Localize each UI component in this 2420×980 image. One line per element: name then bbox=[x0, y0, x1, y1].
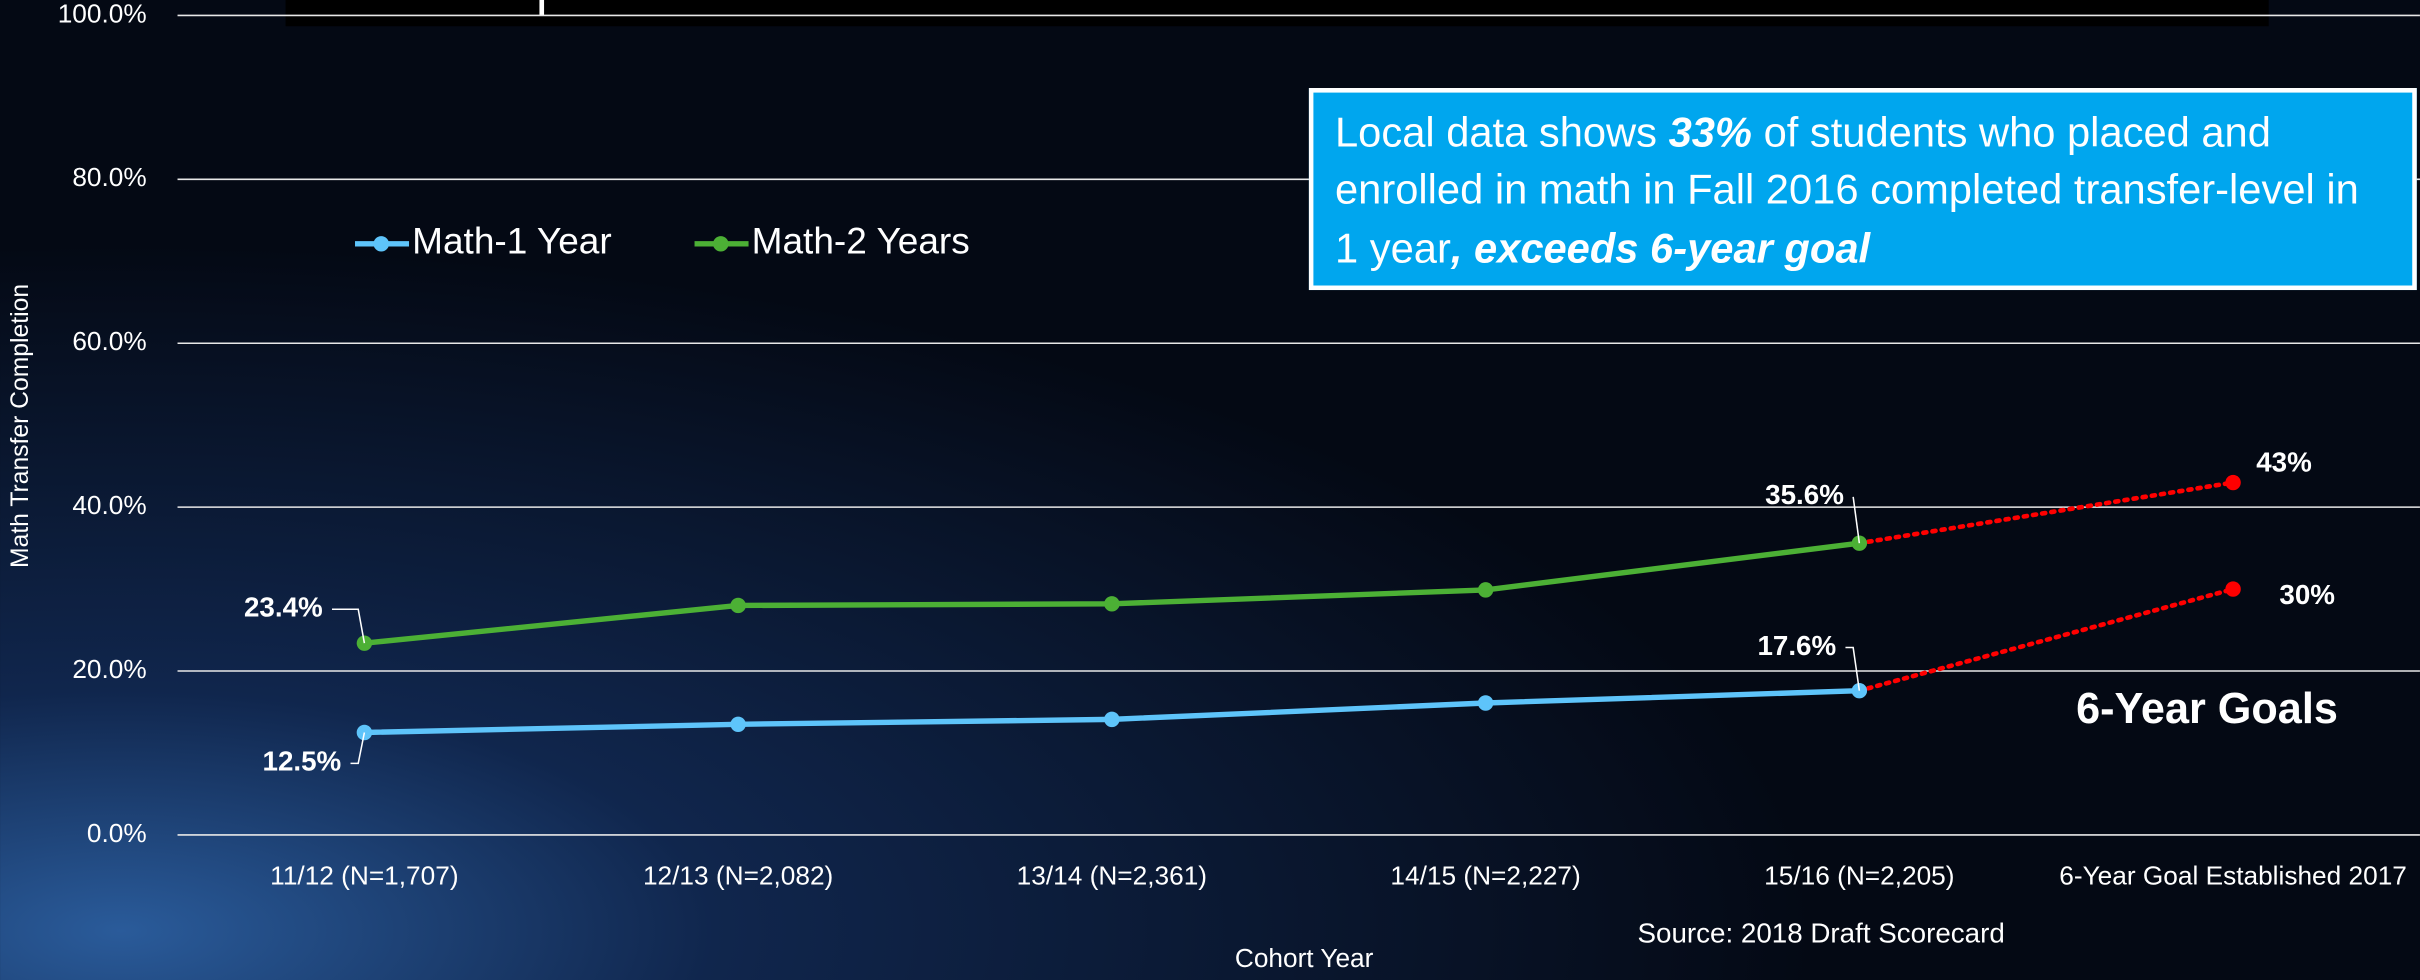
source: Source: 2018 Draft Scorecard bbox=[1637, 918, 2004, 949]
x-tick-label: 13/14 (N=2,361) bbox=[1016, 861, 1208, 891]
annotation: Local data shows 33% of students who pla… bbox=[1308, 87, 2417, 291]
series-marker bbox=[1104, 596, 1120, 612]
x-tick-label-box: 14/15 (N=2,227) bbox=[1390, 861, 1581, 891]
legend-label: Math-1 Year bbox=[412, 220, 612, 262]
annotation-text: , exceeds 6-year goal bbox=[1450, 224, 1871, 271]
series-marker bbox=[1104, 711, 1120, 728]
data-label: 23.4% bbox=[244, 592, 323, 623]
x-axis-label: Cohort Year bbox=[1235, 943, 1374, 973]
y-tick-label: 0.0% bbox=[87, 818, 147, 848]
y-axis-label: Math Transfer Completion bbox=[7, 284, 34, 568]
goal-title: 6-Year Goals bbox=[2076, 685, 2338, 733]
x-tick-label: 12/13 (N=2,082) bbox=[642, 861, 834, 891]
annotation-box: Local data shows 33% of students who pla… bbox=[1308, 87, 2417, 291]
x-tick-label-box: 6-Year Goal Established 2017 bbox=[2059, 861, 2407, 891]
data-label: 35.6% bbox=[1765, 479, 1844, 510]
annotation-text: of students who placed and enrolled in m… bbox=[1335, 109, 2359, 271]
x-tick-label: 15/16 (N=2,205) bbox=[1764, 861, 1955, 891]
goal-label: 30% bbox=[2279, 579, 2335, 610]
top-bar bbox=[285, 0, 2269, 27]
goal-marker bbox=[2225, 581, 2241, 597]
x-tick-label-box: 15/16 (N=2,205) bbox=[1764, 861, 1955, 891]
goal-label: 43% bbox=[2256, 446, 2312, 477]
x-tick-label-box: 11/12 (N=1,707) bbox=[270, 861, 459, 891]
leader-line bbox=[331, 608, 366, 644]
series-marker bbox=[730, 597, 746, 614]
data-label: 17.6% bbox=[1757, 630, 1836, 661]
legend-label: Math-2 Years bbox=[752, 220, 970, 262]
leader-line bbox=[350, 732, 366, 765]
series-marker bbox=[1477, 582, 1494, 598]
y-tick-label: 60.0% bbox=[72, 326, 146, 356]
goal-line bbox=[1857, 480, 2236, 546]
series-marker bbox=[730, 716, 746, 733]
series-marker bbox=[1851, 682, 1868, 699]
x-tick-label-box: 13/14 (N=2,361) bbox=[1016, 861, 1208, 891]
x-tick-label-box: 12/13 (N=2,082) bbox=[642, 861, 834, 891]
legend-marker bbox=[713, 236, 729, 252]
series-marker bbox=[1477, 695, 1494, 711]
annotation-text: 33% bbox=[1668, 109, 1752, 156]
x-tick-label: 14/15 (N=2,227) bbox=[1390, 861, 1581, 891]
leader-line bbox=[1845, 646, 1861, 691]
y-tick-label: 80.0% bbox=[72, 162, 146, 192]
goal-marker bbox=[2225, 474, 2241, 491]
data-label: 12.5% bbox=[263, 746, 342, 777]
annotation-text: Local data shows bbox=[1335, 109, 1669, 156]
legend-marker bbox=[373, 236, 389, 252]
goal-line bbox=[1857, 586, 2236, 694]
leader-line bbox=[1852, 496, 1861, 544]
x-tick-label: 11/12 (N=1,707) bbox=[270, 861, 459, 891]
y-tick-label: 20.0% bbox=[72, 654, 146, 684]
y-tick-label: 40.0% bbox=[72, 490, 146, 520]
x-tick-label: 6-Year Goal Established 2017 bbox=[2059, 861, 2407, 891]
y-tick-label: 100.0% bbox=[58, 0, 147, 28]
